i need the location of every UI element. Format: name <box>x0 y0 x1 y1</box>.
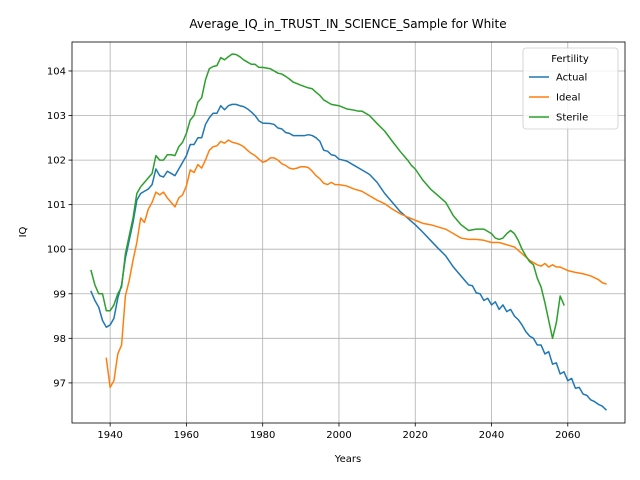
legend-label-actual: Actual <box>556 73 587 84</box>
y-tick-label: 97 <box>53 378 66 389</box>
y-tick-label: 102 <box>47 156 66 167</box>
y-axis-label: IQ <box>18 226 29 237</box>
x-tick-label: 1980 <box>250 430 275 441</box>
x-tick-label: 2020 <box>403 430 428 441</box>
y-tick-label: 104 <box>47 66 66 77</box>
legend-title: Fertility <box>551 54 589 65</box>
y-tick-label: 101 <box>47 200 66 211</box>
y-tick-label: 103 <box>47 111 66 122</box>
legend-label-ideal: Ideal <box>556 93 580 104</box>
legend: Fertility Actual Ideal Sterile <box>523 48 618 129</box>
y-tick-label: 99 <box>53 289 66 300</box>
chart-title: Average_IQ_in_TRUST_IN_SCIENCE_Sample fo… <box>189 17 506 31</box>
x-tick-label: 1940 <box>97 430 122 441</box>
x-tick-label: 2040 <box>479 430 504 441</box>
y-tick-label: 100 <box>47 245 66 256</box>
x-tick-label: 2060 <box>555 430 580 441</box>
legend-label-sterile: Sterile <box>556 113 588 124</box>
x-axis-label: Years <box>334 454 361 465</box>
x-tick-label: 2000 <box>326 430 351 441</box>
x-tick-label: 1960 <box>174 430 199 441</box>
y-tick-label: 98 <box>53 334 66 345</box>
